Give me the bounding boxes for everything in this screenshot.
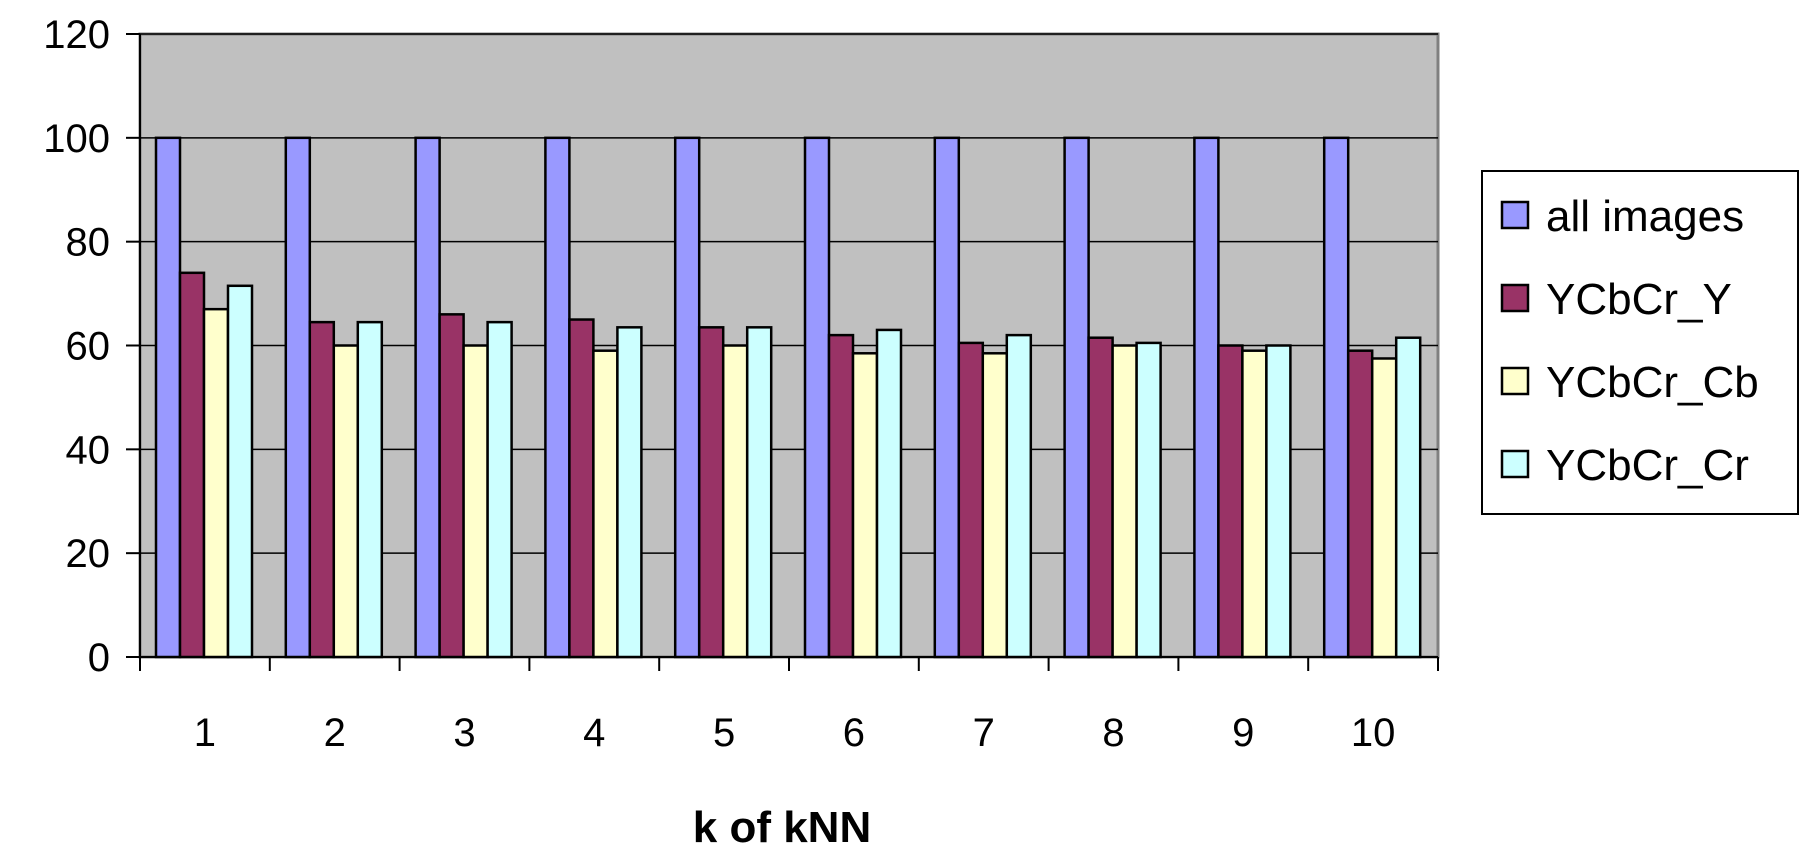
y-tick-label: 80 <box>66 221 111 265</box>
x-tick-label: 5 <box>713 711 735 755</box>
bar-ycbcr-y-10 <box>1346 349 1374 659</box>
x-tick-label: 4 <box>583 711 605 755</box>
bar-all-images-4 <box>544 136 571 659</box>
bar-ycbcr-cb-4 <box>592 349 619 659</box>
bar-ycbcr-y-1 <box>178 271 206 659</box>
bar-all-images-10 <box>1322 136 1350 659</box>
x-tick-label: 2 <box>324 711 346 755</box>
x-tick-labels: 1 2 3 4 5 6 7 8 9 10 <box>194 711 1396 755</box>
legend: all images YCbCr_Y YCbCr_Cb YCbCr_Cr <box>1481 170 1799 515</box>
axes <box>126 33 1439 671</box>
bar-ycbcr-y-5 <box>697 326 725 659</box>
bar-ycbcr-y-7 <box>957 341 985 659</box>
bar-ycbcr-cr-8 <box>1135 341 1162 659</box>
bar-ycbcr-cb-2 <box>332 344 360 659</box>
y-tick-label: 20 <box>66 532 111 576</box>
bar-ycbcr-cb-5 <box>721 344 749 659</box>
legend-swatch <box>1500 366 1530 396</box>
x-tick-label: 1 <box>194 711 216 755</box>
bar-ycbcr-cb-8 <box>1111 344 1138 659</box>
x-tick-label: 6 <box>843 711 865 755</box>
x-tick-label: 9 <box>1232 711 1254 755</box>
bar-ycbcr-cb-3 <box>462 344 489 659</box>
x-tick-label: 10 <box>1351 711 1396 755</box>
bars <box>154 136 1422 659</box>
y-tick-label: 60 <box>66 325 111 369</box>
legend-swatch <box>1500 283 1530 313</box>
bar-ycbcr-cr-1 <box>226 284 254 659</box>
x-tick-label: 3 <box>453 711 475 755</box>
legend-label: YCbCr_Cb <box>1546 358 1759 407</box>
bar-ycbcr-cr-2 <box>356 320 384 659</box>
x-tick-label: 8 <box>1102 711 1124 755</box>
y-tick-label: 0 <box>88 636 110 680</box>
bar-ycbcr-y-8 <box>1087 336 1114 659</box>
y-tick-label: 100 <box>43 117 110 161</box>
bar-ycbcr-cb-9 <box>1241 349 1268 659</box>
bar-all-images-6 <box>803 136 831 659</box>
bar-ycbcr-cb-6 <box>851 352 879 659</box>
bar-ycbcr-y-4 <box>568 318 595 659</box>
y-tick-label: 40 <box>66 428 111 472</box>
bar-ycbcr-cr-9 <box>1265 344 1292 659</box>
bar-all-images-1 <box>154 136 182 659</box>
y-tick-label: 120 <box>43 13 110 57</box>
bar-ycbcr-cb-7 <box>981 352 1009 659</box>
legend-box <box>1481 170 1799 515</box>
y-tick-labels: 0 20 40 60 80 100 120 <box>43 13 110 680</box>
bar-ycbcr-cr-5 <box>745 326 773 659</box>
bar-ycbcr-cr-10 <box>1394 336 1422 659</box>
legend-label: YCbCr_Cr <box>1546 441 1749 490</box>
legend-label: YCbCr_Y <box>1546 275 1732 324</box>
bar-all-images-9 <box>1193 136 1220 659</box>
legend-label: all images <box>1546 192 1744 241</box>
bar-ycbcr-y-9 <box>1217 344 1244 659</box>
bar-ycbcr-y-6 <box>827 333 855 659</box>
legend-swatch <box>1500 200 1530 230</box>
bar-ycbcr-cr-6 <box>875 328 903 659</box>
bar-all-images-8 <box>1063 136 1090 659</box>
bar-all-images-5 <box>673 136 701 659</box>
bar-all-images-3 <box>414 136 441 659</box>
legend-swatch <box>1500 449 1530 479</box>
bar-ycbcr-cr-4 <box>616 326 643 659</box>
bar-ycbcr-y-3 <box>438 313 465 659</box>
bar-ycbcr-cb-10 <box>1370 357 1398 659</box>
bar-ycbcr-cb-1 <box>202 307 230 659</box>
x-axis-title: k of kNN <box>693 803 871 848</box>
x-tick-label: 7 <box>973 711 995 755</box>
bar-ycbcr-y-2 <box>308 320 336 659</box>
bar-all-images-7 <box>933 136 961 659</box>
bar-ycbcr-cr-3 <box>486 320 513 659</box>
bar-ycbcr-cr-7 <box>1005 333 1033 659</box>
bar-all-images-2 <box>284 136 312 659</box>
